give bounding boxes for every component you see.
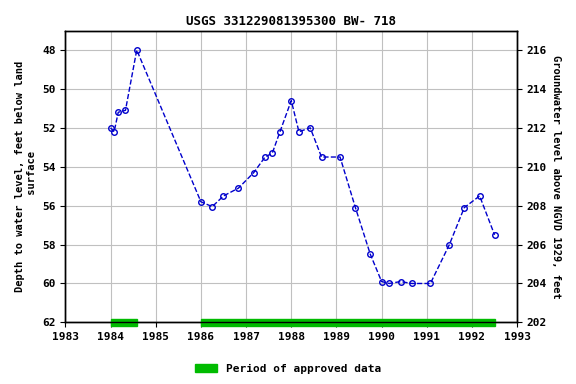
Title: USGS 331229081395300 BW- 718: USGS 331229081395300 BW- 718	[186, 15, 396, 28]
Y-axis label: Groundwater level above NGVD 1929, feet: Groundwater level above NGVD 1929, feet	[551, 55, 561, 298]
Y-axis label: Depth to water level, feet below land
 surface: Depth to water level, feet below land su…	[15, 61, 37, 292]
Bar	[201, 319, 495, 326]
Bar	[111, 319, 137, 326]
Legend: Period of approved data: Period of approved data	[191, 359, 385, 379]
